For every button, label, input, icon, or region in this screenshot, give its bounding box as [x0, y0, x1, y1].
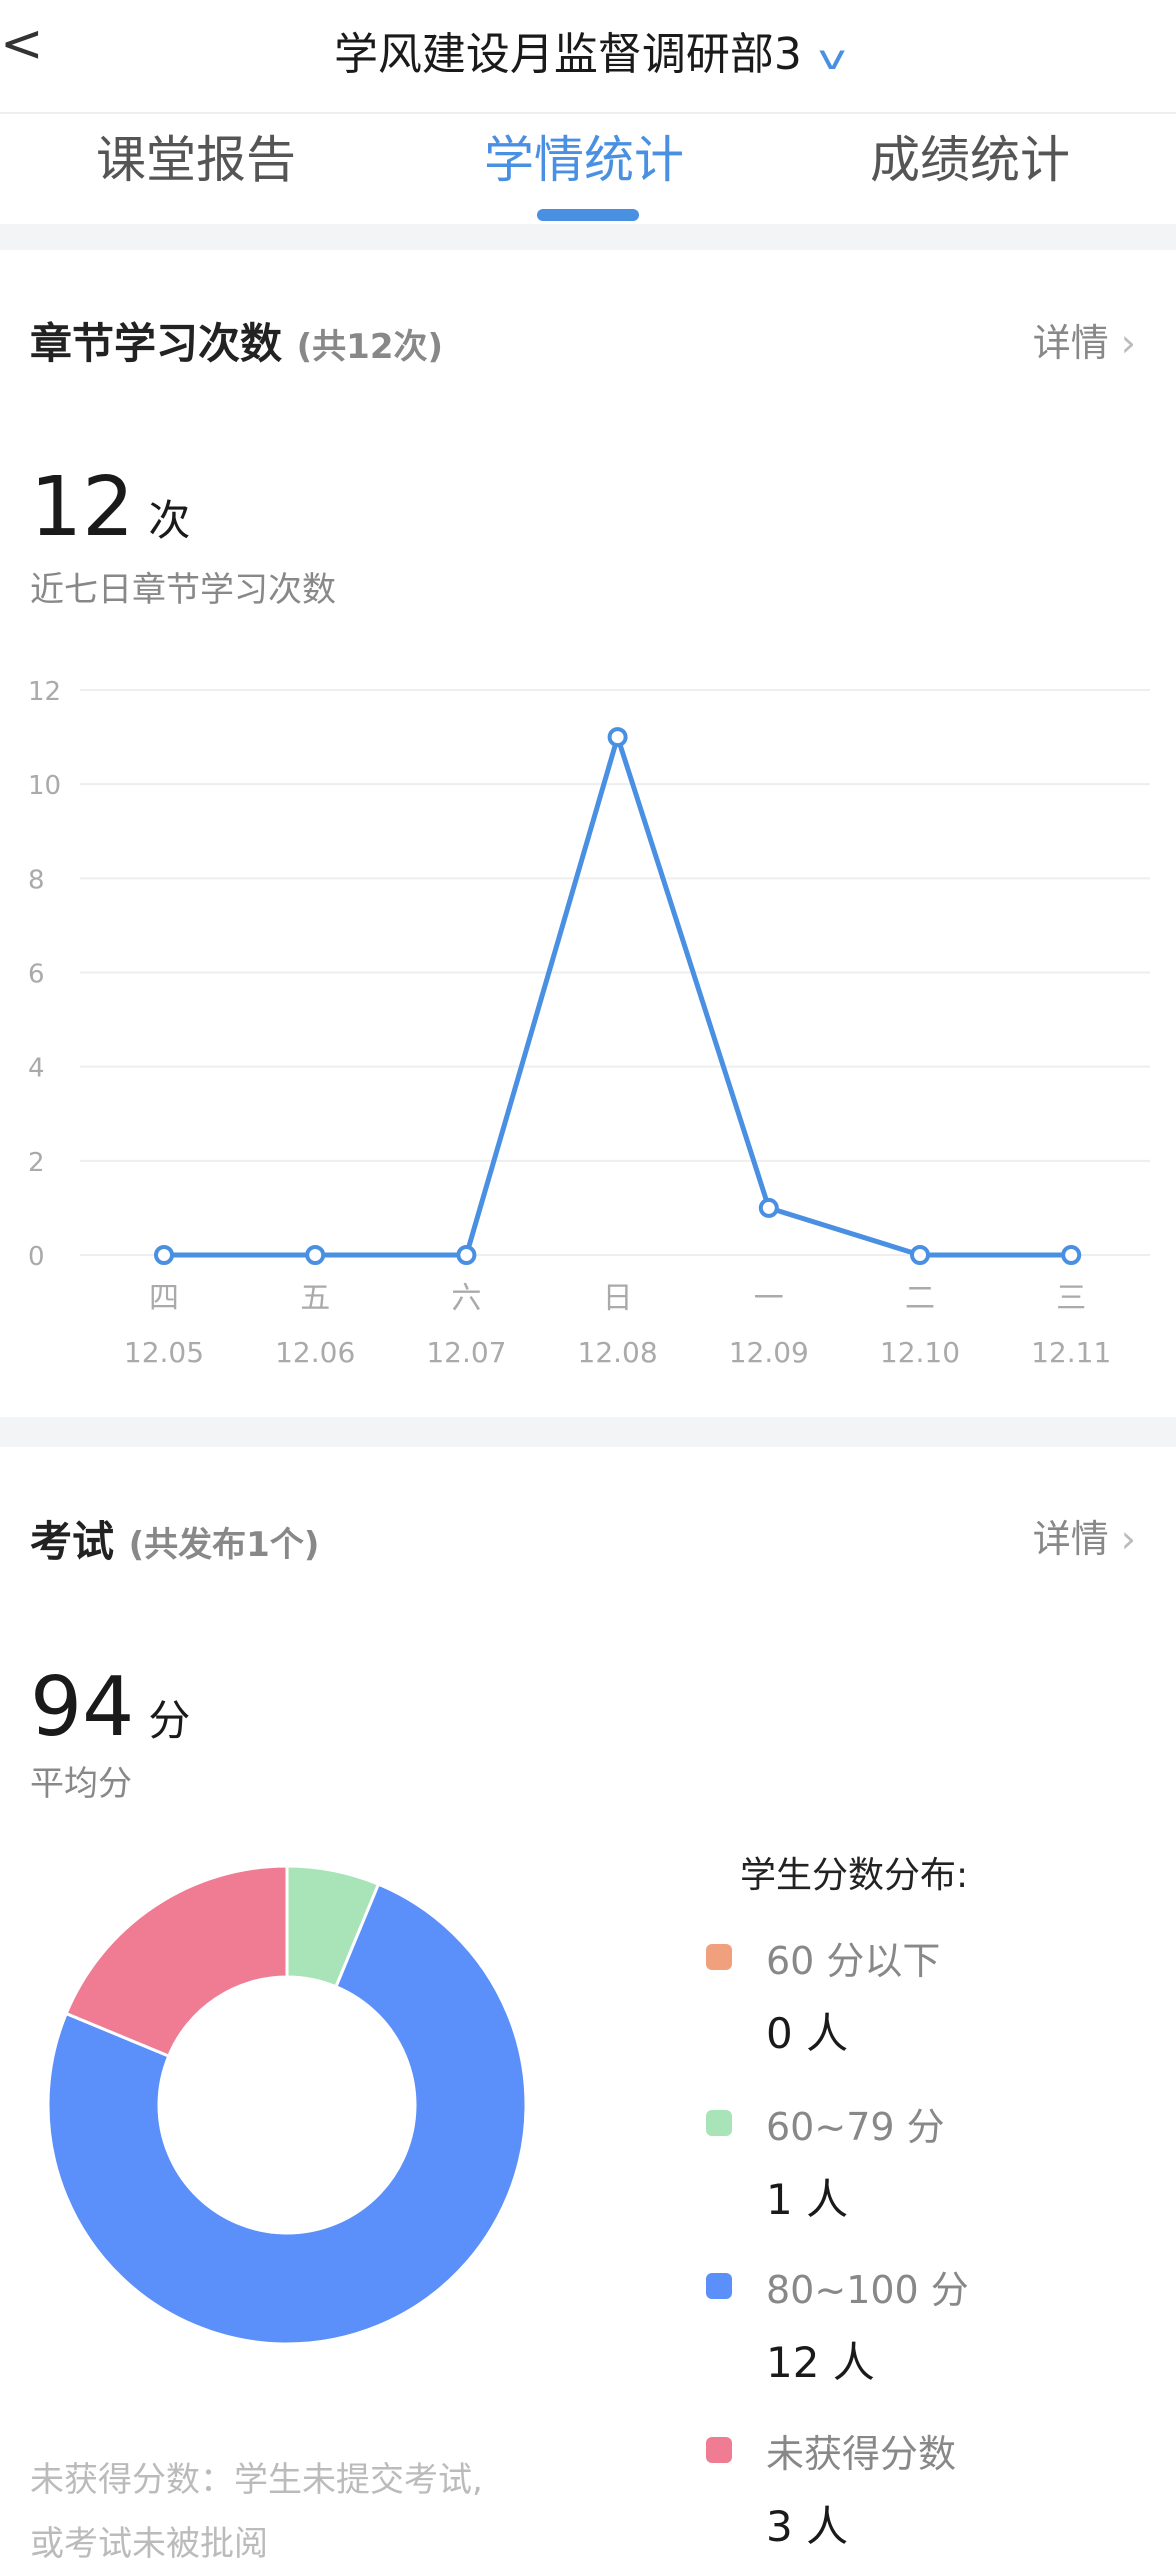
study-total: (共12次) — [296, 327, 444, 367]
y-tick-label: 0 — [28, 1242, 45, 1272]
legend-swatch — [706, 2110, 732, 2136]
chevron-down-icon[interactable]: v — [817, 38, 847, 78]
legend-count: 3 人 — [766, 2502, 849, 2551]
x-tick-day: 二 — [905, 1281, 935, 1316]
donut-slice[interactable] — [64, 1864, 289, 2058]
x-tick-day: 五 — [300, 1281, 330, 1316]
legend-count: 1 人 — [766, 2175, 849, 2224]
divider — [0, 112, 1176, 114]
note: 未获得分数：学生未提交考试, 或考试未被批阅 — [30, 2460, 483, 2564]
x-tick-date: 12.06 — [275, 1336, 355, 1369]
exam-desc: 平均分 — [30, 1764, 132, 1804]
exam-section-title: 考试 (共发布1个) — [30, 1517, 320, 1566]
data-point[interactable] — [758, 1197, 779, 1218]
section-separator — [0, 1417, 1176, 1447]
legend-count: 12 人 — [766, 2338, 875, 2387]
legend-label: 未获得分数 — [766, 2432, 957, 2476]
legend-swatch — [706, 1944, 732, 1970]
legend-label: 60 分以下 — [766, 1939, 941, 1983]
tab-class-report[interactable]: 课堂报告 — [96, 131, 296, 189]
x-tick-date: 12.10 — [880, 1336, 960, 1369]
x-tick-day: 四 — [149, 1281, 179, 1316]
study-line-chart: 0 2 4 6 8 10 12 四 12.05 五 12.06 六 12.07 日 12.08 一 12.09 二… — [28, 677, 1150, 1369]
y-tick-label: 2 — [28, 1148, 45, 1178]
x-tick-day: 三 — [1056, 1281, 1086, 1316]
y-tick-label: 6 — [28, 960, 45, 990]
legend-label: 80~100 分 — [766, 2268, 969, 2312]
x-tick-day: 一 — [754, 1281, 784, 1316]
back-button[interactable]: < — [0, 14, 44, 74]
x-tick-date: 12.09 — [729, 1336, 809, 1369]
score-donut-chart — [46, 1864, 528, 2346]
study-count: 12 次 — [30, 460, 191, 555]
tab-grade-stats[interactable]: 成绩统计 — [870, 131, 1070, 189]
data-point[interactable] — [154, 1245, 174, 1265]
legend-swatch — [706, 2273, 732, 2299]
section-separator — [0, 224, 1176, 250]
series-line — [164, 728, 1072, 1258]
data-point[interactable] — [456, 1245, 477, 1265]
legend-count: 0 人 — [766, 2009, 849, 2058]
exam-total: (共发布1个) — [128, 1525, 320, 1565]
active-tab-indicator — [537, 209, 639, 221]
chevron-right-icon: › — [1120, 321, 1136, 365]
x-tick-date: 12.07 — [426, 1336, 506, 1369]
x-tick-date: 12.08 — [578, 1336, 658, 1369]
chevron-right-icon: › — [1120, 1517, 1136, 1561]
page-title[interactable]: 学风建设月监督调研部3 v — [333, 29, 847, 80]
y-tick-label: 4 — [28, 1054, 45, 1084]
study-desc: 近七日章节学习次数 — [30, 570, 336, 610]
exam-detail-link[interactable]: 详情 › — [1032, 1517, 1136, 1561]
study-detail-link[interactable]: 详情 › — [1032, 321, 1136, 365]
donut-slice[interactable] — [46, 1882, 528, 2346]
x-tick-day: 日 — [603, 1281, 633, 1316]
data-point[interactable] — [1061, 1245, 1082, 1265]
tab-learning-stats[interactable]: 学情统计 — [484, 131, 684, 189]
study-section-title: 章节学习次数 (共12次) — [30, 319, 444, 368]
data-point[interactable] — [910, 1245, 930, 1265]
legend-label: 60~79 分 — [766, 2105, 945, 2149]
x-tick-date: 12.05 — [124, 1336, 204, 1369]
data-point[interactable] — [305, 1245, 326, 1265]
y-tick-label: 10 — [28, 771, 61, 801]
y-tick-label: 8 — [28, 865, 45, 895]
legend-title: 学生分数分布: — [740, 1855, 969, 1896]
legend-swatch — [706, 2437, 732, 2463]
exam-average: 94 分 — [30, 1660, 191, 1755]
x-tick-date: 12.11 — [1031, 1336, 1111, 1369]
y-tick-label: 12 — [28, 677, 61, 707]
x-tick-day: 六 — [451, 1281, 481, 1316]
data-point[interactable] — [607, 727, 628, 748]
